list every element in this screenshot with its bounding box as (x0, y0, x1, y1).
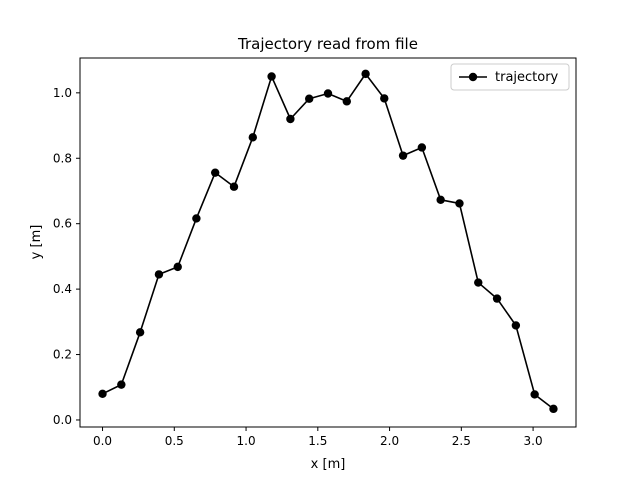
y-tick-label: 0.8 (53, 151, 72, 165)
x-tick-label: 0.0 (93, 434, 112, 448)
data-point (436, 195, 445, 205)
y-tick-label: 0.2 (53, 348, 72, 362)
data-point (173, 262, 182, 272)
data-point (380, 94, 389, 103)
chart-title: Trajectory read from file (237, 35, 418, 53)
data-point (229, 182, 239, 191)
legend-marker-sample (468, 72, 478, 82)
data-point (417, 143, 427, 152)
y-tick-label: 0.0 (53, 413, 72, 427)
x-tick-label: 3.0 (524, 434, 543, 448)
data-point (323, 89, 333, 98)
data-point (98, 389, 107, 398)
data-point (342, 97, 352, 106)
data-point (267, 72, 276, 81)
axes-frame (79, 57, 577, 428)
x-tick-label: 2.5 (452, 434, 471, 448)
legend-box (450, 63, 570, 91)
data-point (511, 321, 521, 330)
data-point (210, 168, 220, 177)
data-point (474, 278, 483, 287)
data-point (304, 94, 314, 103)
data-point (455, 199, 464, 208)
data-point (248, 133, 257, 142)
data-point (192, 214, 201, 223)
x-tick-label: 1.0 (237, 434, 256, 448)
data-point (286, 114, 295, 124)
data-point (530, 390, 539, 399)
data-point (154, 270, 164, 279)
plot-area: 0.0 0.5 1.0 1.5 2.0 2.5 3.0 0.0 0.2 0.4 0.6 0.8 1.0 (53, 57, 577, 448)
data-point (492, 294, 502, 303)
data-point (361, 69, 370, 79)
y-tick-label: 1.0 (53, 86, 72, 100)
x-axis-label: x [m] (311, 457, 346, 472)
x-tick-label: 0.5 (165, 434, 184, 448)
data-point (135, 328, 145, 337)
y-tick-label: 0.4 (53, 282, 72, 296)
data-point (549, 404, 558, 414)
y-axis-label: y [m] (29, 225, 44, 260)
data-point (117, 380, 126, 389)
x-tick-label: 2.0 (380, 434, 399, 448)
data-point (398, 151, 408, 160)
legend-label-trajectory: trajectory (495, 70, 559, 85)
legend: trajectory (450, 63, 570, 91)
y-tick-label: 0.6 (53, 217, 72, 231)
x-tick-label: 1.5 (308, 434, 327, 448)
